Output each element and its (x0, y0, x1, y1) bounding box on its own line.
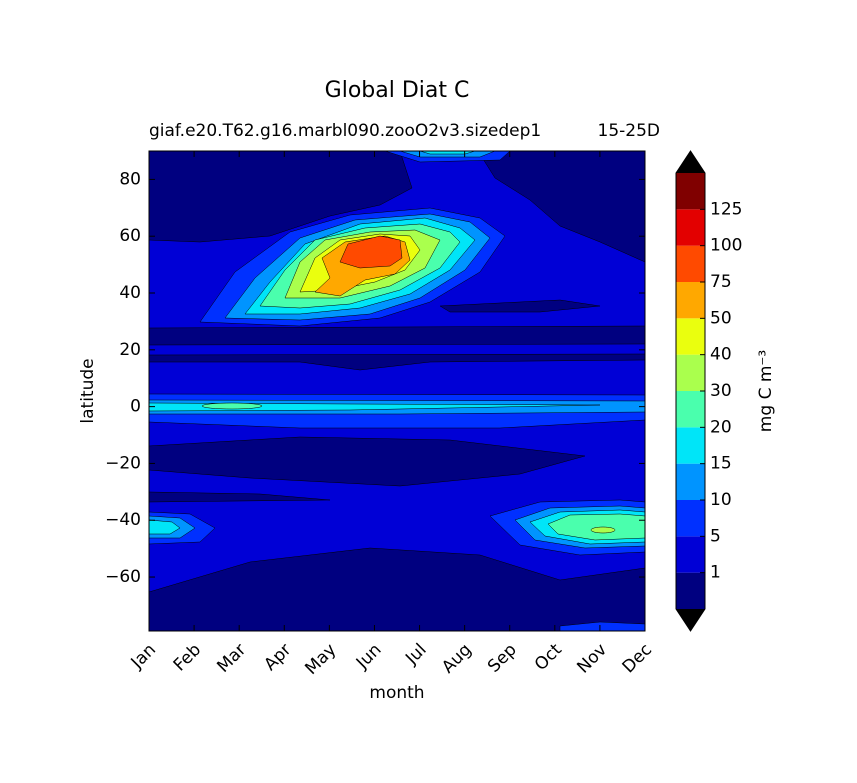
colorbar-tick-label: 50 (710, 308, 732, 328)
contour-region (439, 299, 601, 313)
x-tick-label: Aug (438, 640, 476, 678)
colorbar-band (676, 173, 705, 210)
colorbar-band (676, 536, 705, 573)
y-tick-label: 80 (119, 169, 141, 189)
contour-region (149, 402, 601, 412)
colorbar-band (676, 572, 705, 609)
colorbar-band (676, 500, 705, 537)
colorbar-frame (675, 150, 706, 632)
x-tick-label: Mar (213, 640, 250, 677)
y-tick-label: −60 (105, 567, 141, 587)
y-tick-label: 20 (119, 340, 141, 360)
colorbar-band (676, 282, 705, 319)
chart-subtitle: giaf.e20.T62.g16.marbl090.zooO2v3.sizede… (149, 121, 541, 141)
x-axis-label: month (369, 683, 424, 703)
x-tick-label: Sep (484, 640, 521, 677)
y-tick-label: −20 (105, 453, 141, 473)
x-tick-label: Nov (573, 640, 611, 678)
contour-region (547, 513, 645, 541)
contour-region (559, 621, 645, 631)
colorbar-tick-label: 5 (710, 526, 721, 546)
plot-frame (148, 150, 646, 632)
contour-region (339, 235, 403, 269)
y-tick-label: −40 (105, 510, 141, 530)
chart-subtitle-right: 15-25D (598, 121, 661, 141)
contour-region (477, 151, 645, 263)
colorbar-extend-bottom (676, 609, 705, 631)
colorbar-tick-label: 40 (710, 345, 732, 365)
colorbar-band (676, 318, 705, 355)
x-tick-label: Dec (619, 640, 656, 677)
y-tick-label: 40 (119, 283, 141, 303)
contour-region (149, 519, 181, 535)
colorbar-band (676, 209, 705, 246)
contour-region (149, 151, 413, 243)
colorbar-tick-label: 10 (710, 490, 732, 510)
colorbar-band (676, 354, 705, 391)
contour-region (149, 491, 331, 503)
colorbar-band (676, 427, 705, 464)
colorbar-band (676, 391, 705, 428)
contour-region (201, 402, 263, 410)
contour-region (149, 547, 645, 631)
colorbar-tick-label: 75 (710, 272, 732, 292)
colorbar-tick-label: 125 (710, 199, 742, 219)
contour-region (149, 325, 645, 346)
colorbar-tick-label: 15 (710, 454, 732, 474)
colorbar-band (676, 463, 705, 500)
colorbar-tick-label: 1 (710, 563, 721, 583)
x-tick-label: Oct (531, 640, 566, 675)
x-tick-label: May (301, 640, 340, 679)
contour-region (590, 526, 616, 534)
y-tick-label: 60 (119, 226, 141, 246)
contour-region (149, 436, 586, 487)
x-tick-label: Jan (127, 640, 160, 673)
x-tick-label: Jun (352, 640, 386, 674)
colorbar-tick-label: 100 (710, 236, 742, 256)
colorbar-tick-label: 20 (710, 417, 732, 437)
y-tick-label: 0 (130, 397, 141, 417)
x-tick-label: Jul (401, 640, 430, 669)
colorbar-extend-top (676, 151, 705, 173)
contour-region (149, 353, 645, 371)
x-tick-label: Apr (260, 640, 295, 675)
chart-title: Global Diat C (325, 78, 470, 103)
colorbar-band (676, 245, 705, 282)
colorbar-tick-label: 30 (710, 381, 732, 401)
contour-field (149, 151, 645, 631)
colorbar-label: mg C m⁻³ (756, 350, 776, 432)
x-tick-label: Feb (170, 640, 205, 675)
y-axis-label: latitude (78, 358, 98, 423)
